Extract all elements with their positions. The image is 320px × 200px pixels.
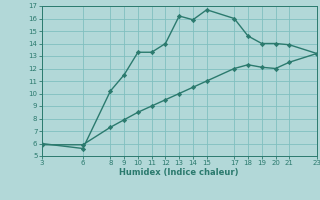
- X-axis label: Humidex (Indice chaleur): Humidex (Indice chaleur): [119, 168, 239, 177]
